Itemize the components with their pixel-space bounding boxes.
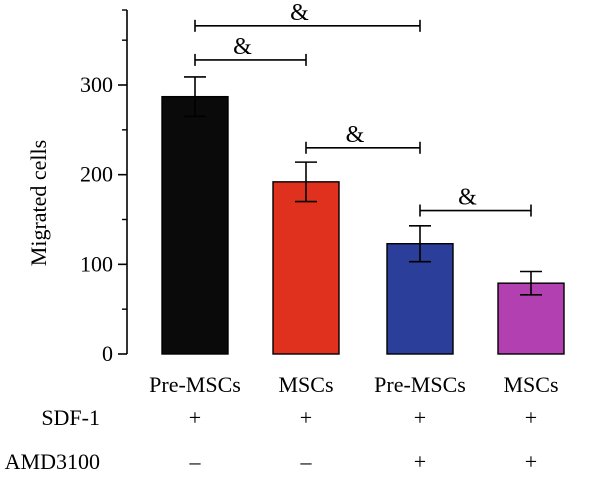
condition-mark: – (189, 449, 202, 474)
bar-layer (161, 76, 565, 355)
bar (272, 181, 340, 355)
bar (161, 95, 229, 355)
condition-mark: + (414, 449, 426, 474)
x-category-label: Pre-MSCs (149, 372, 241, 397)
condition-mark: + (525, 405, 537, 430)
y-axis-label: Migrated cells (26, 140, 51, 266)
significance-label: & (458, 185, 477, 211)
y-tick-label: 300 (80, 72, 113, 97)
y-tick-label: 0 (102, 341, 113, 366)
x-category-label: MSCs (278, 372, 333, 397)
significance-label: & (233, 34, 252, 60)
y-tick-label: 200 (80, 162, 113, 187)
condition-mark: + (300, 405, 312, 430)
bar (386, 243, 454, 355)
significance-label: & (346, 122, 365, 148)
x-category-label: Pre-MSCs (374, 372, 466, 397)
condition-row-label: AMD3100 (5, 449, 100, 474)
x-category-label: MSCs (503, 372, 558, 397)
axis-layer: 0 100 200 300 (80, 9, 128, 366)
significance-label: & (290, 0, 309, 26)
condition-mark: + (525, 449, 537, 474)
condition-mark: – (300, 449, 313, 474)
condition-mark: + (414, 405, 426, 430)
condition-mark: + (189, 405, 201, 430)
y-tick-label: 100 (80, 251, 113, 276)
significance-layer: & & & & (194, 0, 532, 217)
label-layer: Pre-MSCs MSCs Pre-MSCs MSCs SDF-1 + + + + AMD3100… (5, 372, 559, 474)
condition-row-label: SDF-1 (41, 405, 100, 430)
